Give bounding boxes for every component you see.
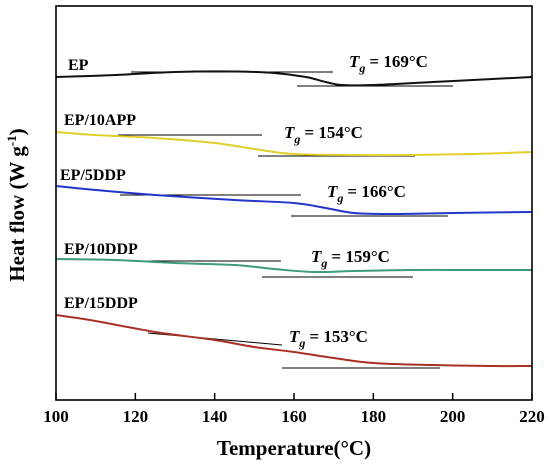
tg-annotation-2: Tg = 166°C: [327, 182, 406, 205]
series-label-4: EP/15DDP: [64, 295, 138, 312]
series-curve-2: [55, 185, 533, 216]
series-curve-4: [55, 314, 533, 368]
x-tick-label-200: 200: [440, 407, 466, 426]
x-axis-ticks: 100 120 140 160 180 200 220: [43, 393, 545, 426]
series-curve-3: [55, 258, 532, 274]
tg-annotation-1: Tg = 154°C: [284, 123, 363, 146]
x-tick-label-140: 140: [202, 407, 228, 426]
x-tick-label-220: 220: [519, 407, 545, 426]
series-curve-0: [55, 70, 533, 87]
x-tick-label-160: 160: [281, 407, 307, 426]
y-axis-title: Heat flow (W g-1): [4, 128, 29, 281]
series-curves: [55, 70, 533, 368]
series-curve-1: [55, 131, 533, 157]
series-label-3: EP/10DDP: [64, 241, 138, 258]
tg-annotation-3: Tg = 159°C: [311, 247, 390, 270]
series-label-1: EP/10APP: [64, 112, 136, 129]
series-label-0: EP: [68, 57, 89, 74]
tg-annotation-0: Tg = 169°C: [349, 52, 428, 75]
x-tick-label-120: 120: [123, 407, 149, 426]
series-label-2: EP/5DDP: [60, 167, 126, 184]
tangent-lines: [118, 71, 453, 369]
x-tick-label-180: 180: [361, 407, 387, 426]
tg-annotation-4: Tg = 153°C: [289, 327, 368, 350]
x-tick-label-100: 100: [43, 407, 69, 426]
series-labels: EP Tg = 169°C EP/10APP Tg = 154°C EP/5DDP Tg = 1…: [60, 52, 428, 350]
x-axis-title: Temperature(°C): [217, 436, 371, 460]
